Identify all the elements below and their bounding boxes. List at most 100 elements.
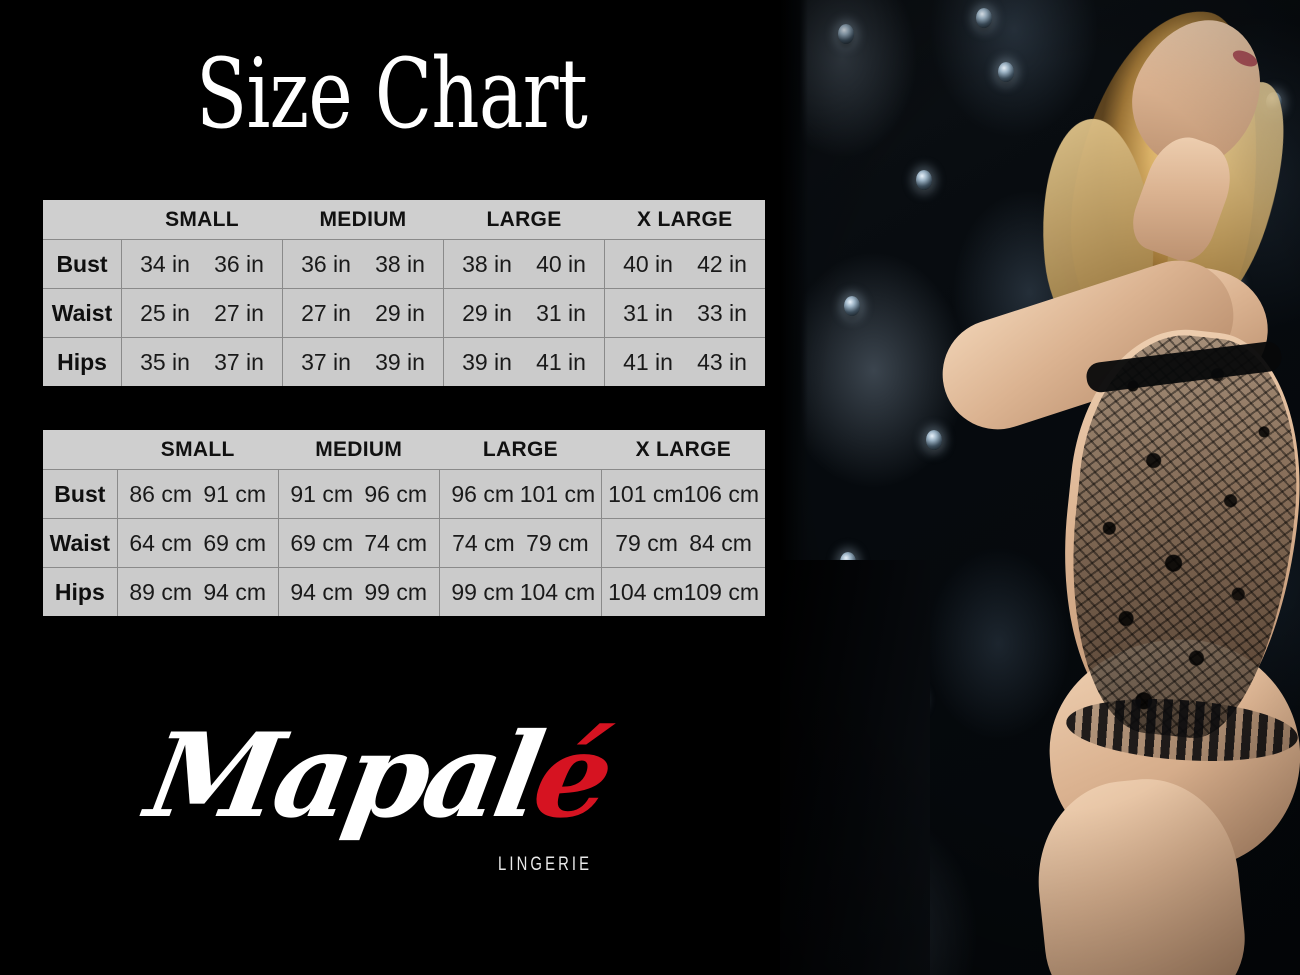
table-row: Bust 86 cm 91 cm 91 cm 96 cm 96 cm 101 cm 1… (43, 469, 765, 519)
value-min: 74 cm (452, 529, 515, 556)
value-min: 94 cm (290, 578, 353, 605)
size-table-centimeters-body: SMALL MEDIUM LARGE X LARGE Bust 86 cm 91 … (43, 430, 765, 616)
table-row: Waist 64 cm 69 cm 69 cm 74 cm 74 cm 79 cm 7… (43, 518, 765, 568)
value-min: 35 in (140, 348, 190, 375)
value-max: 33 in (697, 299, 747, 326)
value-min: 29 in (462, 299, 512, 326)
header-cell-xlarge: X LARGE (601, 430, 765, 470)
value-max: 91 cm (203, 480, 266, 507)
value-min: 37 in (301, 348, 351, 375)
header-cell-small: SMALL (121, 200, 283, 240)
value-min: 96 cm (451, 480, 514, 507)
value-max: 40 in (536, 250, 586, 277)
header-cell-large: LARGE (443, 200, 605, 240)
row-label-waist: Waist (43, 288, 122, 338)
cell-waist-xlarge: 31 in 33 in (604, 288, 765, 338)
brand-logo: Mapalé LINGERIE (138, 708, 620, 893)
value-max: 41 in (536, 348, 586, 375)
table-row: Hips 35 in 37 in 37 in 39 in 39 in 41 in 41… (43, 337, 765, 386)
header-cell-blank (43, 200, 122, 240)
value-max: 101 cm (519, 480, 596, 507)
cell-waist-small: 64 cm 69 cm (117, 518, 279, 568)
value-min: 64 cm (129, 529, 192, 556)
value-min: 89 cm (129, 578, 192, 605)
cell-waist-medium: 27 in 29 in (282, 288, 444, 338)
header-cell-medium: MEDIUM (278, 430, 440, 470)
value-max: 96 cm (364, 480, 427, 507)
cell-hips-large: 39 in 41 in (443, 337, 605, 386)
cell-hips-medium: 94 cm 99 cm (278, 567, 440, 616)
row-label-bust: Bust (43, 239, 122, 289)
cell-waist-large: 29 in 31 in (443, 288, 605, 338)
value-min: 86 cm (129, 480, 192, 507)
left-panel: Size Chart SMALL MEDIUM LARGE X LARGE Bu… (43, 38, 765, 893)
cell-waist-large: 74 cm 79 cm (439, 518, 603, 568)
header-cell-blank (43, 430, 118, 470)
table-header-row: SMALL MEDIUM LARGE X LARGE (43, 200, 765, 240)
value-min: 39 in (462, 348, 512, 375)
value-min: 101 cm (608, 480, 684, 507)
model-photo (780, 0, 1300, 975)
value-max: 74 cm (364, 529, 427, 556)
header-cell-medium: MEDIUM (282, 200, 444, 240)
table-row: Hips 89 cm 94 cm 94 cm 99 cm 99 cm 104 cm 1… (43, 567, 765, 616)
value-max: 43 in (697, 348, 747, 375)
table-header-row: SMALL MEDIUM LARGE X LARGE (43, 430, 765, 470)
value-min: 38 in (462, 250, 512, 277)
brand-name-main: Mapal (137, 708, 549, 844)
cell-hips-small: 35 in 37 in (121, 337, 283, 386)
value-max: 106 cm (683, 480, 759, 507)
size-table-inches: SMALL MEDIUM LARGE X LARGE Bust 34 in 36 … (43, 200, 765, 386)
table-row: Bust 34 in 36 in 36 in 38 in 38 in 40 in 40… (43, 239, 765, 289)
cell-waist-medium: 69 cm 74 cm (278, 518, 440, 568)
header-cell-xlarge: X LARGE (604, 200, 765, 240)
cell-bust-xlarge: 101 cm106 cm (601, 469, 765, 519)
row-label-hips: Hips (43, 567, 118, 616)
cell-hips-small: 89 cm 94 cm (117, 567, 279, 616)
size-table-centimeters: SMALL MEDIUM LARGE X LARGE Bust 86 cm 91 … (43, 430, 765, 616)
table-row: Waist 25 in 27 in 27 in 29 in 29 in 31 in 3… (43, 288, 765, 338)
value-max: 94 cm (203, 578, 266, 605)
cell-bust-medium: 36 in 38 in (282, 239, 444, 289)
value-max: 36 in (214, 250, 264, 277)
value-max: 42 in (697, 250, 747, 277)
value-max: 27 in (214, 299, 264, 326)
value-max: 29 in (375, 299, 425, 326)
header-cell-large: LARGE (439, 430, 602, 470)
value-min: 25 in (140, 299, 190, 326)
value-max: 109 cm (683, 578, 759, 605)
cell-bust-small: 86 cm 91 cm (117, 469, 279, 519)
value-min: 99 cm (451, 578, 514, 605)
row-label-hips: Hips (43, 337, 122, 386)
header-cell-small: SMALL (117, 430, 279, 470)
value-max: 31 in (536, 299, 586, 326)
photo-vignette (780, 0, 1300, 975)
cell-hips-large: 99 cm 104 cm (439, 567, 603, 616)
value-min: 91 cm (290, 480, 353, 507)
value-max: 37 in (214, 348, 264, 375)
value-min: 27 in (301, 299, 351, 326)
value-min: 69 cm (290, 529, 353, 556)
row-label-waist: Waist (43, 518, 118, 568)
cell-bust-small: 34 in 36 in (121, 239, 283, 289)
value-max: 99 cm (364, 578, 427, 605)
page-title: Size Chart (196, 38, 588, 150)
value-max: 38 in (375, 250, 425, 277)
value-min: 104 cm (608, 578, 684, 605)
cell-bust-xlarge: 40 in 42 in (604, 239, 765, 289)
value-max: 39 in (375, 348, 425, 375)
value-min: 31 in (623, 299, 673, 326)
brand-tagline: LINGERIE (498, 854, 593, 875)
value-max: 84 cm (689, 529, 752, 556)
cell-hips-medium: 37 in 39 in (282, 337, 444, 386)
value-min: 40 in (623, 250, 673, 277)
value-min: 36 in (301, 250, 351, 277)
value-max: 104 cm (519, 578, 596, 605)
cell-bust-medium: 91 cm 96 cm (278, 469, 440, 519)
value-max: 79 cm (526, 529, 589, 556)
cell-bust-large: 96 cm 101 cm (439, 469, 603, 519)
row-label-bust: Bust (43, 469, 118, 519)
size-table-inches-body: SMALL MEDIUM LARGE X LARGE Bust 34 in 36 … (43, 200, 765, 386)
cell-bust-large: 38 in 40 in (443, 239, 605, 289)
cell-waist-small: 25 in 27 in (121, 288, 283, 338)
